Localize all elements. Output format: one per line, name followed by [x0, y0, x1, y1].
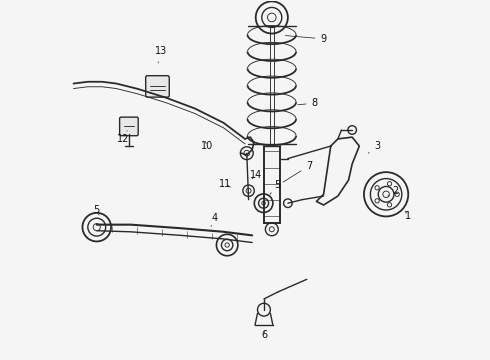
Text: 4: 4	[211, 212, 218, 226]
Text: 9: 9	[285, 34, 327, 44]
Text: 11: 11	[219, 179, 231, 189]
FancyBboxPatch shape	[146, 76, 169, 97]
Text: 7: 7	[283, 161, 313, 182]
Text: 3: 3	[368, 141, 380, 153]
Text: 10: 10	[201, 141, 214, 151]
Text: 13: 13	[155, 46, 167, 63]
Text: 5: 5	[270, 180, 280, 194]
Text: 12: 12	[118, 131, 130, 144]
Text: 1: 1	[404, 211, 411, 221]
Text: 14: 14	[249, 170, 262, 180]
Text: 5: 5	[94, 205, 100, 215]
Text: 6: 6	[262, 330, 268, 341]
Text: 8: 8	[298, 98, 318, 108]
FancyBboxPatch shape	[120, 117, 138, 136]
Text: 2: 2	[388, 186, 398, 196]
